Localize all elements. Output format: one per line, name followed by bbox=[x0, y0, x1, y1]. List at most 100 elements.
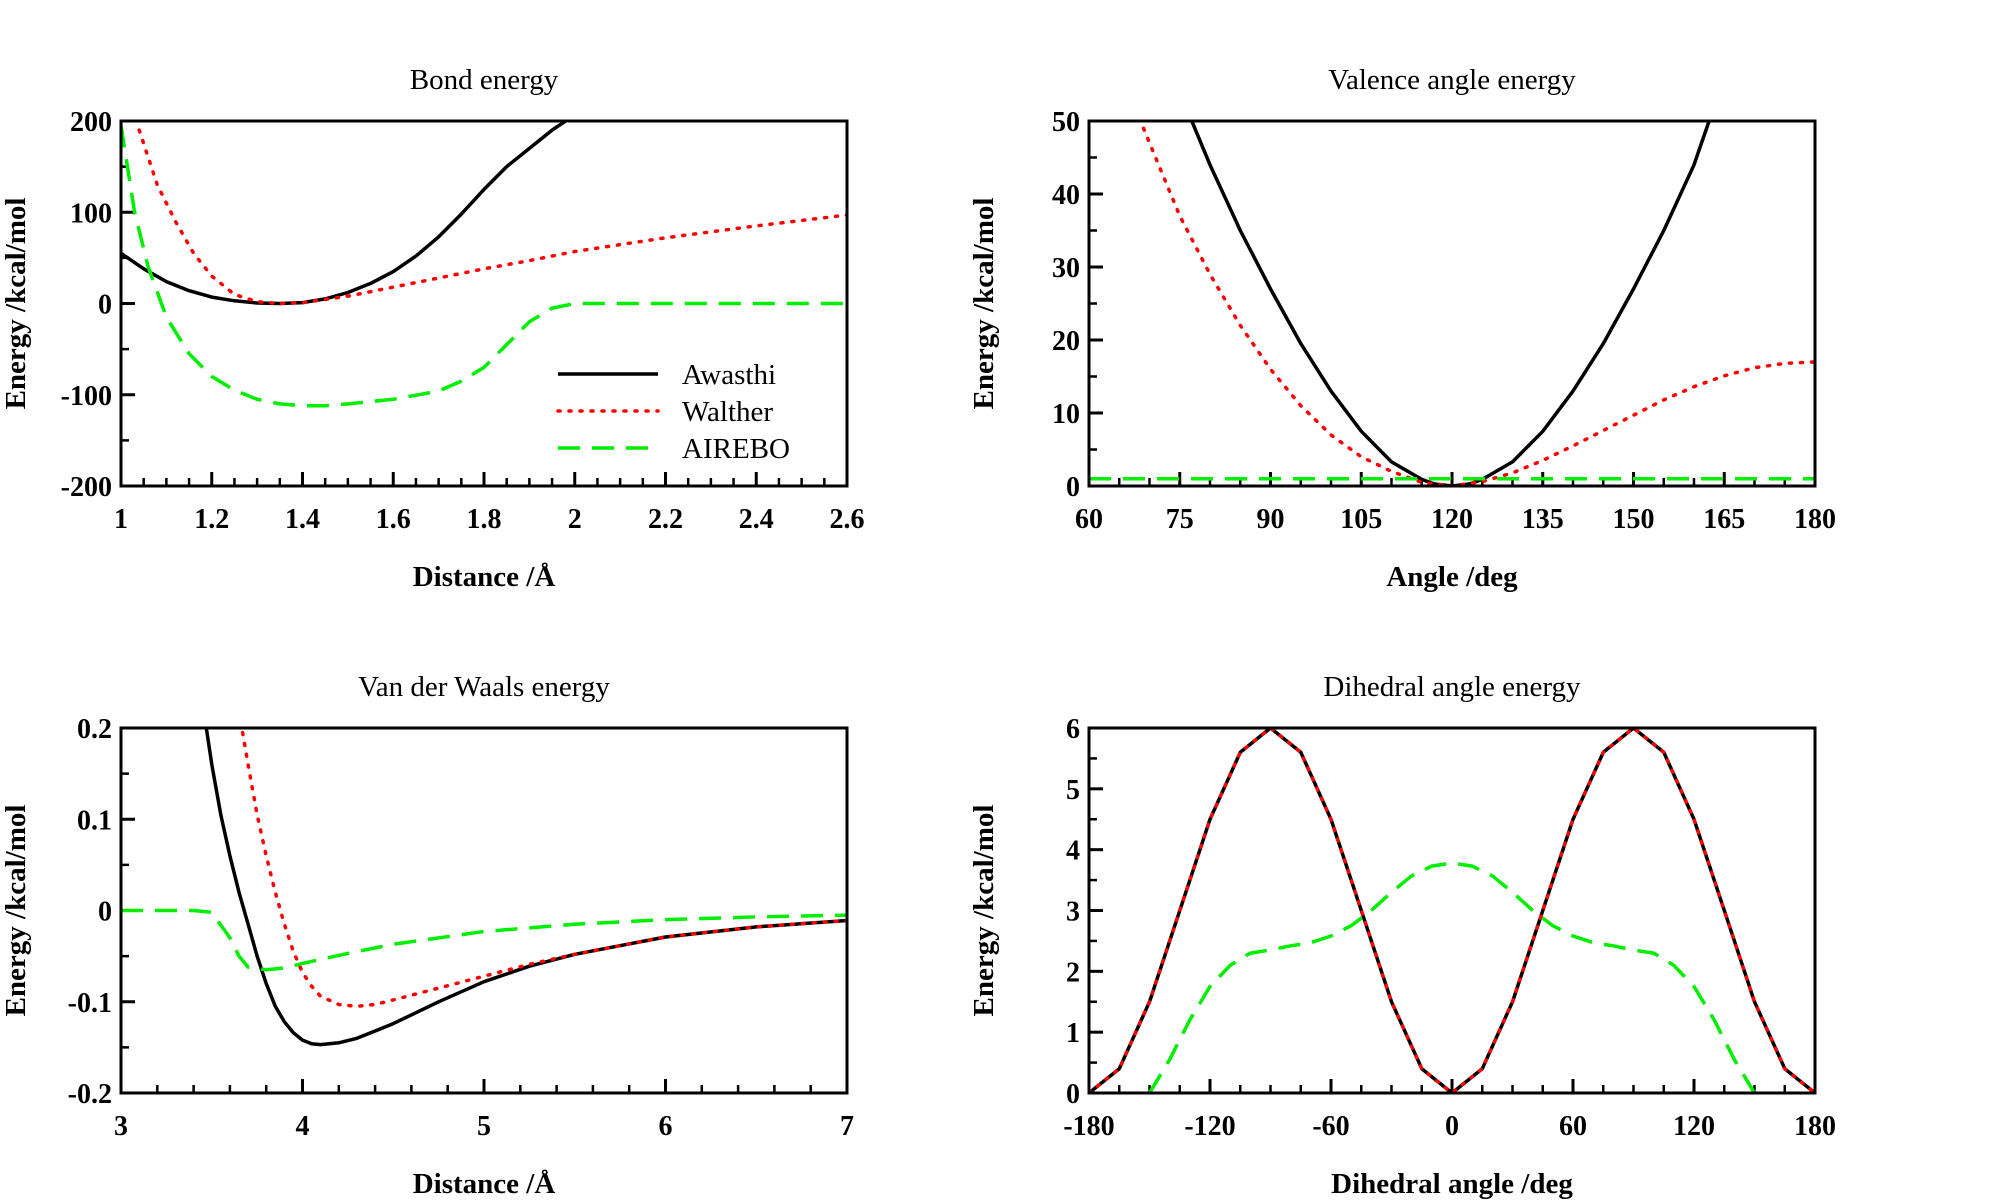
x-tick-label: 1.6 bbox=[376, 504, 411, 535]
x-tick-label: 6 bbox=[659, 1111, 673, 1142]
series-line-awasthi bbox=[121, 121, 567, 306]
y-tick-label: 0 bbox=[98, 290, 112, 321]
series-line-airebo bbox=[1148, 861, 1756, 1093]
y-tick-label: 50 bbox=[1052, 107, 1080, 138]
x-tick-label: -60 bbox=[1312, 1111, 1349, 1142]
plot-frame bbox=[1087, 119, 1817, 488]
series-group bbox=[1089, 728, 1815, 1093]
chart-title: Van der Waals energy bbox=[358, 671, 610, 703]
series-line-walther bbox=[137, 128, 847, 306]
y-tick-label: 2 bbox=[1066, 957, 1080, 988]
series-line-walther bbox=[1141, 126, 1815, 486]
x-tick-label: 120 bbox=[1673, 1111, 1715, 1142]
y-tick-label: -100 bbox=[61, 381, 112, 412]
y-axis-label: Energy /kcal/mol bbox=[968, 805, 1000, 1017]
x-tick-label: 150 bbox=[1613, 504, 1655, 535]
x-tick-label: 1.4 bbox=[285, 504, 320, 535]
legend-label-awasthi: Awasthi bbox=[682, 359, 776, 391]
tick-group: -180 -120 -60 0 60 120 180 0 1 2 3 4 5 6 bbox=[1063, 714, 1836, 1142]
series-line-awasthi bbox=[204, 728, 847, 1047]
plot-area bbox=[1089, 121, 1815, 486]
series-group bbox=[1089, 121, 1815, 486]
y-tick-label: 1 bbox=[1066, 1018, 1080, 1049]
y-tick-label: 20 bbox=[1052, 326, 1080, 357]
x-tick-label: 60 bbox=[1075, 504, 1103, 535]
tick-group: 1 1.2 1.4 1.6 1.8 2 2.2 2.4 2.6 -200 -100 0 100 200 bbox=[61, 107, 865, 535]
x-tick-label: 2.2 bbox=[648, 504, 683, 535]
chart-title: Bond energy bbox=[410, 64, 559, 96]
y-axis-label: Energy /kcal/mol bbox=[0, 805, 32, 1017]
x-tick-label: 180 bbox=[1794, 504, 1836, 535]
chart-panel-valence-angle-energy: Valence angle energy Angle /deg Energy /… bbox=[968, 64, 1836, 593]
y-tick-label: 3 bbox=[1066, 897, 1080, 928]
series-line-airebo bbox=[121, 125, 847, 408]
series-line-walther bbox=[1089, 728, 1815, 1093]
x-tick-label: 4 bbox=[296, 1111, 310, 1142]
x-tick-label: -120 bbox=[1184, 1111, 1235, 1142]
y-tick-label: -0.1 bbox=[68, 988, 112, 1019]
x-tick-label: 120 bbox=[1431, 504, 1473, 535]
legend-label-airebo: AIREBO bbox=[682, 433, 790, 465]
series-line-walther bbox=[240, 730, 847, 1009]
x-tick-label: 0 bbox=[1445, 1111, 1459, 1142]
plot-frame bbox=[119, 119, 849, 488]
series-line-airebo bbox=[121, 908, 847, 972]
x-tick-label: 2 bbox=[568, 504, 582, 535]
x-tick-label: 180 bbox=[1794, 1111, 1836, 1142]
x-tick-label: 60 bbox=[1559, 1111, 1587, 1142]
x-axis-label: Distance /Å bbox=[413, 1168, 556, 1200]
x-tick-label: 165 bbox=[1703, 504, 1745, 535]
y-axis-label: Energy /kcal/mol bbox=[968, 198, 1000, 410]
plot-area bbox=[121, 121, 847, 408]
x-tick-label: 3 bbox=[114, 1111, 128, 1142]
x-tick-label: 90 bbox=[1257, 504, 1285, 535]
y-tick-label: 6 bbox=[1066, 714, 1080, 745]
x-axis-label: Dihedral angle /deg bbox=[1331, 1168, 1573, 1200]
x-axis-label: Angle /deg bbox=[1386, 561, 1518, 593]
x-tick-label: 1 bbox=[114, 504, 128, 535]
plot-area bbox=[1089, 728, 1815, 1093]
chart-title: Dihedral angle energy bbox=[1323, 671, 1581, 703]
x-tick-label: 2.4 bbox=[739, 504, 774, 535]
tick-group: 60 75 90 105 120 135 150 165 180 0 10 20 30 40 50 bbox=[1052, 107, 1836, 535]
y-tick-label: 30 bbox=[1052, 253, 1080, 284]
x-tick-label: -180 bbox=[1063, 1111, 1114, 1142]
chart-panel-van-der-waals-energy: Van der Waals energy Distance /Å Energy … bbox=[0, 671, 854, 1200]
series-group bbox=[121, 121, 847, 408]
y-tick-label: 0.1 bbox=[77, 805, 112, 836]
y-tick-label: -0.2 bbox=[68, 1079, 112, 1110]
y-tick-label: 5 bbox=[1066, 775, 1080, 806]
x-tick-label: 7 bbox=[840, 1111, 854, 1142]
chart-panel-dihedral-angle-energy: Dihedral angle energy Dihedral angle /de… bbox=[968, 671, 1836, 1200]
y-tick-label: 0 bbox=[1066, 472, 1080, 503]
chart-legend: Awasthi Walther AIREBO bbox=[556, 359, 790, 465]
x-axis-label: Distance /Å bbox=[413, 561, 556, 593]
plot-frame bbox=[119, 726, 849, 1095]
y-tick-label: 100 bbox=[70, 198, 112, 229]
y-tick-label: 0.2 bbox=[77, 714, 112, 745]
x-tick-label: 1.8 bbox=[467, 504, 502, 535]
series-group bbox=[121, 728, 847, 1047]
x-tick-label: 2.6 bbox=[830, 504, 865, 535]
y-tick-label: 10 bbox=[1052, 399, 1080, 430]
plot-area bbox=[121, 728, 847, 1047]
y-tick-label: 0 bbox=[1066, 1079, 1080, 1110]
y-tick-label: 200 bbox=[70, 107, 112, 138]
y-axis-label: Energy /kcal/mol bbox=[0, 198, 32, 410]
legend-label-walther: Walther bbox=[682, 396, 773, 428]
x-tick-label: 135 bbox=[1522, 504, 1564, 535]
series-line-awasthi bbox=[1190, 121, 1711, 486]
chart-title: Valence angle energy bbox=[1328, 64, 1576, 96]
y-tick-label: 4 bbox=[1066, 836, 1080, 867]
x-tick-label: 105 bbox=[1340, 504, 1382, 535]
y-tick-label: -200 bbox=[61, 472, 112, 503]
chart-panel-bond-energy: Bond energy Distance /Å Energy /kcal/mol… bbox=[0, 64, 865, 593]
plot-frame bbox=[1087, 726, 1817, 1095]
x-tick-label: 5 bbox=[477, 1111, 491, 1142]
x-tick-label: 75 bbox=[1166, 504, 1194, 535]
x-tick-label: 1.2 bbox=[194, 504, 229, 535]
y-tick-label: 0 bbox=[98, 897, 112, 928]
y-tick-label: 40 bbox=[1052, 180, 1080, 211]
